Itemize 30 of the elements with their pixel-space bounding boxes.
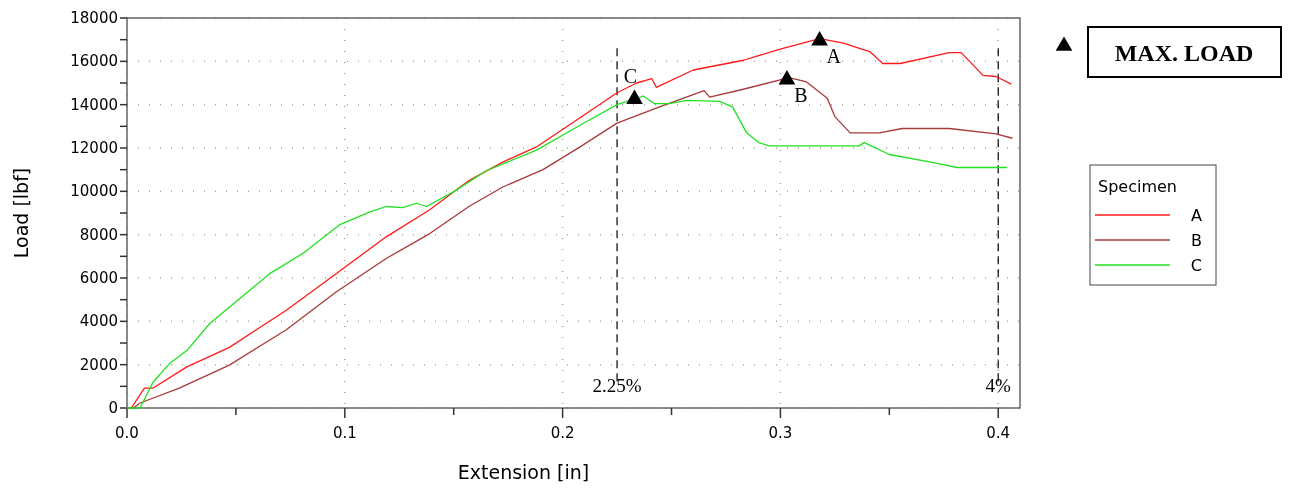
x-tick-label: 0.0 — [115, 424, 139, 442]
y-tick-label: 18000 — [70, 9, 118, 27]
y-tick-label: 12000 — [70, 139, 118, 157]
legend-label: MAX. LOAD — [1114, 40, 1254, 66]
x-tick-label: 0.2 — [550, 424, 575, 442]
point — [778, 69, 796, 85]
annotation: 2.25% — [592, 375, 642, 396]
x-axis-title: Extension [in] — [457, 461, 590, 483]
point — [626, 89, 643, 104]
legend-label: C — [1190, 256, 1202, 275]
point — [811, 30, 828, 46]
x-tick-label: 0.1 — [332, 424, 357, 442]
y-tick-label: 14000 — [70, 95, 118, 114]
y-tick-label: 10000 — [70, 182, 118, 201]
y-tick-label: 2000 — [79, 355, 118, 374]
x-tick-label: 0.4 — [986, 424, 1011, 442]
legend-label: B — [1191, 231, 1202, 250]
annotation: C — [623, 65, 638, 88]
annotation: B — [794, 83, 808, 106]
annotation: 4% — [985, 375, 1012, 396]
x-tick-label: 0.3 — [768, 424, 793, 442]
y-axis-title: Load [lbf] — [10, 167, 32, 259]
y-tick-label: 6000 — [79, 269, 118, 287]
legend-label: A — [1191, 206, 1203, 225]
y-tick-label: 16000 — [70, 52, 118, 71]
y-tick-label: 0 — [108, 399, 118, 417]
y-tick-label: 4000 — [79, 312, 118, 331]
y-tick-label: 8000 — [79, 225, 118, 244]
annotation: A — [826, 44, 842, 67]
legend-title: Specimen — [1098, 177, 1177, 196]
